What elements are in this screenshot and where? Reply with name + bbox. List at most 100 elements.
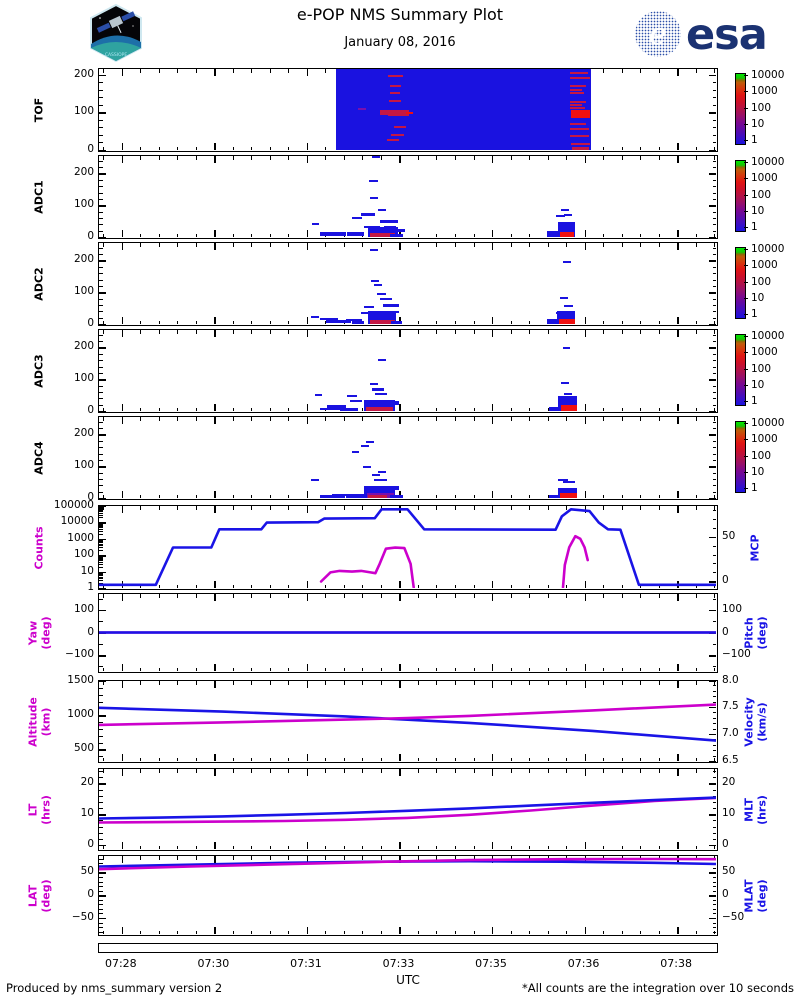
x-minor-tick (510, 156, 512, 160)
y-tick-label: 200 (73, 253, 94, 266)
y-major-tick (99, 260, 106, 262)
x-minor-tick (380, 845, 382, 849)
y-major-tick (99, 918, 106, 920)
x-tick-label: 07:33 (382, 957, 415, 970)
x-minor-tick (455, 681, 456, 685)
x-minor-tick (417, 330, 419, 334)
x-minor-tick (251, 594, 253, 598)
y-tick-label: 100 (73, 548, 94, 561)
x-minor-tick (695, 681, 697, 685)
x-major-tick (306, 769, 309, 776)
y-minor-tick (712, 510, 716, 512)
colorbar-tick (744, 352, 748, 354)
colorbar-tick (744, 75, 748, 77)
x-tick-label: 07:31 (290, 957, 322, 970)
y-minor-tick (712, 904, 716, 906)
colorbar-tick (744, 162, 748, 164)
y-minor-tick (99, 575, 103, 577)
x-minor-tick (714, 681, 716, 685)
x-major-tick (306, 681, 309, 688)
y-minor-tick (99, 533, 103, 535)
x-minor-tick (251, 845, 253, 849)
x-minor-tick (417, 594, 419, 598)
heatmap-mark (379, 220, 399, 223)
x-minor-tick (232, 417, 234, 421)
y-minor-tick (712, 771, 716, 773)
x-minor-tick (288, 146, 290, 150)
x-major-tick (306, 330, 309, 337)
x-minor-tick (455, 667, 456, 671)
y-major-tick (99, 112, 106, 114)
x-minor-tick (566, 506, 568, 510)
x-minor-tick (177, 233, 179, 237)
heatmap-mark (380, 485, 399, 489)
y-major-tick (99, 715, 106, 717)
x-minor-tick (603, 156, 605, 160)
x-minor-tick (436, 233, 438, 237)
x-minor-tick (658, 681, 660, 685)
y-minor-tick (99, 217, 103, 219)
x-minor-tick (195, 243, 197, 247)
y-minor-tick (99, 701, 103, 703)
x-minor-tick (288, 681, 290, 685)
left-axis-label-alt: Altitude (km) (26, 696, 52, 747)
x-major-tick (121, 856, 124, 863)
x-major-tick (399, 681, 401, 688)
heatmap-mark (326, 319, 351, 324)
y-minor-tick (712, 285, 716, 287)
x-minor-tick (158, 330, 160, 334)
heatmap-mark (351, 217, 362, 220)
heatmap-mark (562, 480, 576, 483)
x-major-tick (492, 417, 494, 424)
right-tick-label: 0 (722, 838, 729, 850)
x-major-tick (492, 243, 494, 250)
y-minor-tick (712, 404, 716, 406)
x-minor-tick (695, 584, 697, 588)
y-minor-tick (99, 510, 103, 512)
x-minor-tick (547, 930, 549, 934)
x-minor-tick (566, 856, 568, 860)
x-minor-tick (566, 330, 568, 334)
x-minor-tick (529, 667, 531, 671)
y-minor-tick (99, 576, 103, 578)
x-major-tick (306, 856, 309, 863)
right-axis-label-alt: Velocity (km/s) (742, 696, 768, 747)
x-minor-tick (603, 417, 605, 421)
x-minor-tick (325, 417, 327, 421)
y-minor-tick (99, 771, 103, 773)
y-tick-label: 1000 (67, 708, 94, 721)
x-minor-tick (288, 320, 290, 324)
x-minor-tick (103, 233, 105, 237)
x-minor-tick (103, 681, 105, 685)
right-axis-label-lat: MLAT (deg) (742, 878, 768, 913)
y-minor-tick (712, 666, 716, 668)
x-minor-tick (473, 594, 475, 598)
x-major-tick (399, 156, 401, 163)
x-minor-tick (621, 320, 623, 324)
x-major-tick (214, 842, 216, 849)
x-minor-tick (547, 494, 549, 498)
x-major-tick (677, 769, 679, 776)
x-minor-tick (232, 856, 234, 860)
panel-tof (98, 68, 718, 152)
y-minor-tick (712, 198, 716, 200)
x-minor-tick (603, 930, 605, 934)
x-major-tick (399, 842, 401, 849)
x-major-tick (584, 581, 586, 588)
y-tick-label: 0 (87, 838, 94, 850)
x-major-tick (492, 754, 494, 761)
x-major-tick (306, 506, 309, 513)
x-minor-tick (380, 769, 382, 773)
x-minor-tick (658, 330, 660, 334)
x-minor-tick (140, 681, 142, 685)
x-minor-tick (158, 769, 160, 773)
x-minor-tick (362, 769, 364, 773)
y-major-tick (709, 845, 716, 847)
x-minor-tick (232, 681, 234, 685)
y-major-tick (99, 292, 106, 294)
x-minor-tick (103, 930, 105, 934)
x-minor-tick (529, 856, 531, 860)
y-minor-tick (712, 311, 716, 313)
y-minor-tick (99, 756, 103, 758)
x-major-tick (121, 664, 124, 671)
